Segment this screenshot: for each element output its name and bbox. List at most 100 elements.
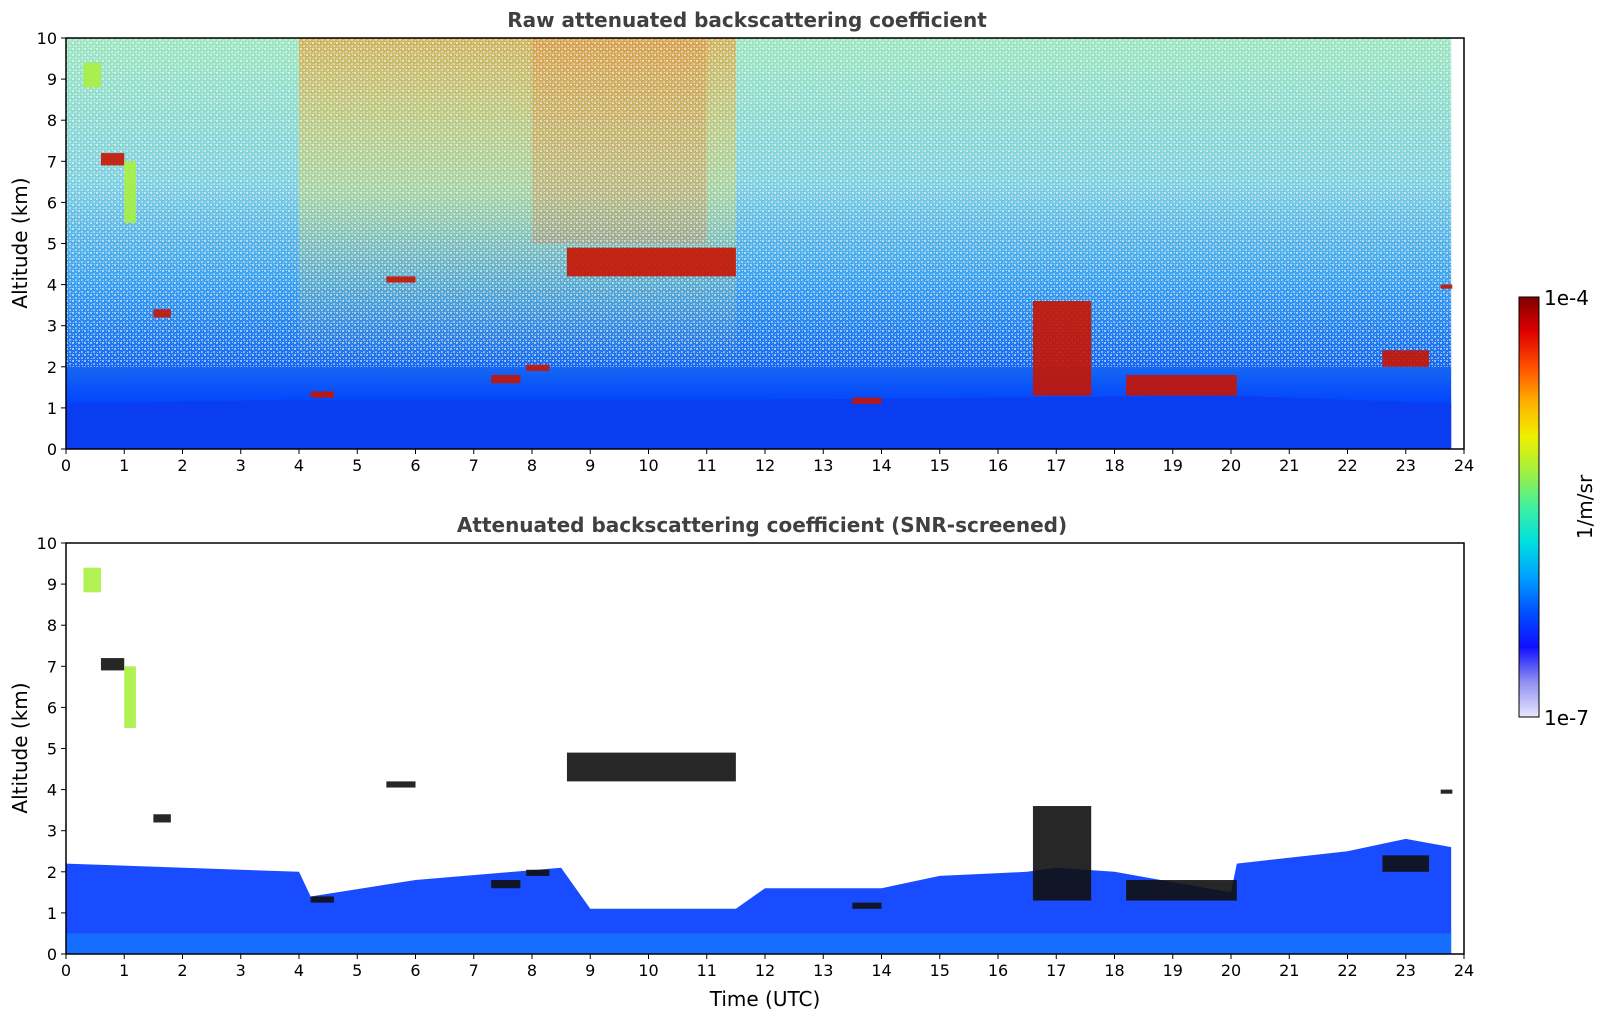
raw-cloud-layer: [1032, 301, 1092, 396]
screened-cloud-layer: [310, 896, 334, 903]
raw-cloud-layer: [1382, 350, 1430, 367]
y-tick-label: 9: [47, 70, 57, 89]
raw-noise-texture: [66, 38, 1452, 367]
x-tick-label: 4: [294, 961, 304, 980]
y-tick-label: 0: [47, 440, 57, 459]
x-tick-label: 20: [1221, 961, 1241, 980]
x-tick-label: 3: [236, 961, 246, 980]
y-tick-label: 10: [37, 29, 57, 48]
y-tick-label: 7: [47, 152, 57, 171]
x-tick-label: 22: [1337, 961, 1357, 980]
x-tick-label: 7: [469, 961, 479, 980]
x-tick-label: 17: [1046, 456, 1066, 475]
raw-cloud-layer: [124, 161, 136, 223]
y-tick-label: 6: [47, 193, 57, 212]
raw-cloud-layer: [1126, 375, 1237, 396]
x-tick-label: 13: [813, 456, 833, 475]
y-tick-label: 0: [47, 945, 57, 964]
raw-cloud-layer: [83, 62, 101, 88]
x-tick-label: 19: [1163, 456, 1183, 475]
x-tick-label: 15: [930, 961, 950, 980]
raw-cloud-layer: [386, 276, 416, 283]
x-tick-label: 2: [177, 961, 187, 980]
raw-cloud-layer: [852, 397, 882, 404]
raw-cloud-layer: [100, 153, 125, 166]
raw-cloud-layer: [566, 247, 736, 277]
x-tick-label: 5: [352, 961, 362, 980]
raw-cloud-layer: [491, 375, 521, 384]
y-tick-label: 5: [47, 740, 57, 759]
y-tick-label: 10: [37, 534, 57, 553]
screened-cloud-layer: [491, 880, 521, 889]
screened-cloud-layer: [124, 666, 136, 728]
x-tick-label: 10: [638, 456, 658, 475]
screened-cloud-layer: [1382, 855, 1430, 872]
y-tick-label: 8: [47, 616, 57, 635]
x-tick-label: 18: [1104, 456, 1124, 475]
x-tick-label: 6: [410, 456, 420, 475]
x-tick-label: 14: [871, 456, 891, 475]
screened-panel: Attenuated backscattering coefficient (S…: [8, 513, 1474, 1011]
y-tick-label: 2: [47, 863, 57, 882]
x-tick-label: 21: [1279, 456, 1299, 475]
raw-y-axis-label: Altitude (km): [8, 177, 32, 308]
x-tick-label: 15: [930, 456, 950, 475]
x-tick-label: 16: [988, 456, 1008, 475]
x-axis-label: Time (UTC): [709, 987, 821, 1011]
colorbar-min-label: 1e-7: [1544, 706, 1589, 730]
screened-cloud-layer: [526, 869, 550, 876]
screened-cloud-layer: [1032, 806, 1092, 901]
colorbar-max-label: 1e-4: [1544, 286, 1589, 310]
x-tick-label: 11: [697, 456, 717, 475]
y-tick-label: 7: [47, 657, 57, 676]
x-tick-label: 24: [1454, 456, 1474, 475]
x-tick-label: 9: [585, 961, 595, 980]
x-tick-label: 4: [294, 456, 304, 475]
x-tick-label: 22: [1337, 456, 1357, 475]
y-tick-label: 9: [47, 575, 57, 594]
x-tick-label: 8: [527, 961, 537, 980]
raw-cloud-layer: [310, 391, 334, 398]
x-tick-label: 13: [813, 961, 833, 980]
raw-panel-title: Raw attenuated backscattering coefficien…: [507, 8, 987, 32]
y-tick-label: 4: [47, 781, 57, 800]
x-tick-label: 10: [638, 961, 658, 980]
screened-cloud-layer: [852, 902, 882, 909]
y-tick-label: 3: [47, 822, 57, 841]
raw-cloud-layer: [1440, 284, 1453, 289]
y-tick-label: 1: [47, 904, 57, 923]
colorbar-bar: [1518, 296, 1540, 718]
x-tick-label: 11: [697, 961, 717, 980]
screened-cloud-layer: [386, 781, 416, 788]
screened-cloud-layer: [566, 752, 736, 782]
x-tick-label: 9: [585, 456, 595, 475]
x-tick-label: 5: [352, 456, 362, 475]
x-tick-label: 19: [1163, 961, 1183, 980]
y-tick-label: 1: [47, 399, 57, 418]
x-tick-label: 0: [61, 456, 71, 475]
x-tick-label: 7: [469, 456, 479, 475]
x-tick-label: 17: [1046, 961, 1066, 980]
screened-near-surface: [66, 933, 1452, 954]
x-tick-label: 2: [177, 456, 187, 475]
y-tick-label: 2: [47, 358, 57, 377]
x-tick-label: 0: [61, 961, 71, 980]
raw-cloud-layer: [526, 364, 550, 371]
screened-cloud-layer: [1126, 880, 1237, 901]
x-tick-label: 1: [119, 456, 129, 475]
y-tick-label: 8: [47, 111, 57, 130]
colorbar-unit-label: 1/m/sr: [1573, 474, 1597, 539]
x-tick-label: 1: [119, 961, 129, 980]
screened-y-axis-label: Altitude (km): [8, 682, 32, 813]
y-tick-label: 4: [47, 276, 57, 295]
raw-plot-area: [66, 38, 1453, 449]
y-tick-label: 6: [47, 698, 57, 717]
x-tick-label: 8: [527, 456, 537, 475]
y-tick-label: 3: [47, 317, 57, 336]
x-tick-label: 16: [988, 961, 1008, 980]
colorbar: 1e-4 1e-7 1/m/sr: [1518, 286, 1597, 730]
screened-panel-title: Attenuated backscattering coefficient (S…: [457, 513, 1067, 537]
raw-axes: 0 1 2 3 4 5 6 7 8 9 10 11 12 13 14 15 16 17 18 19 20 21 22 23 24…: [37, 29, 1475, 475]
y-tick-label: 5: [47, 235, 57, 254]
screened-axes: 0 1 2 3 4 5 6 7 8 9 10 11 12 13 14 15 16 17 18 19 20 21 22 23 24…: [37, 534, 1475, 980]
